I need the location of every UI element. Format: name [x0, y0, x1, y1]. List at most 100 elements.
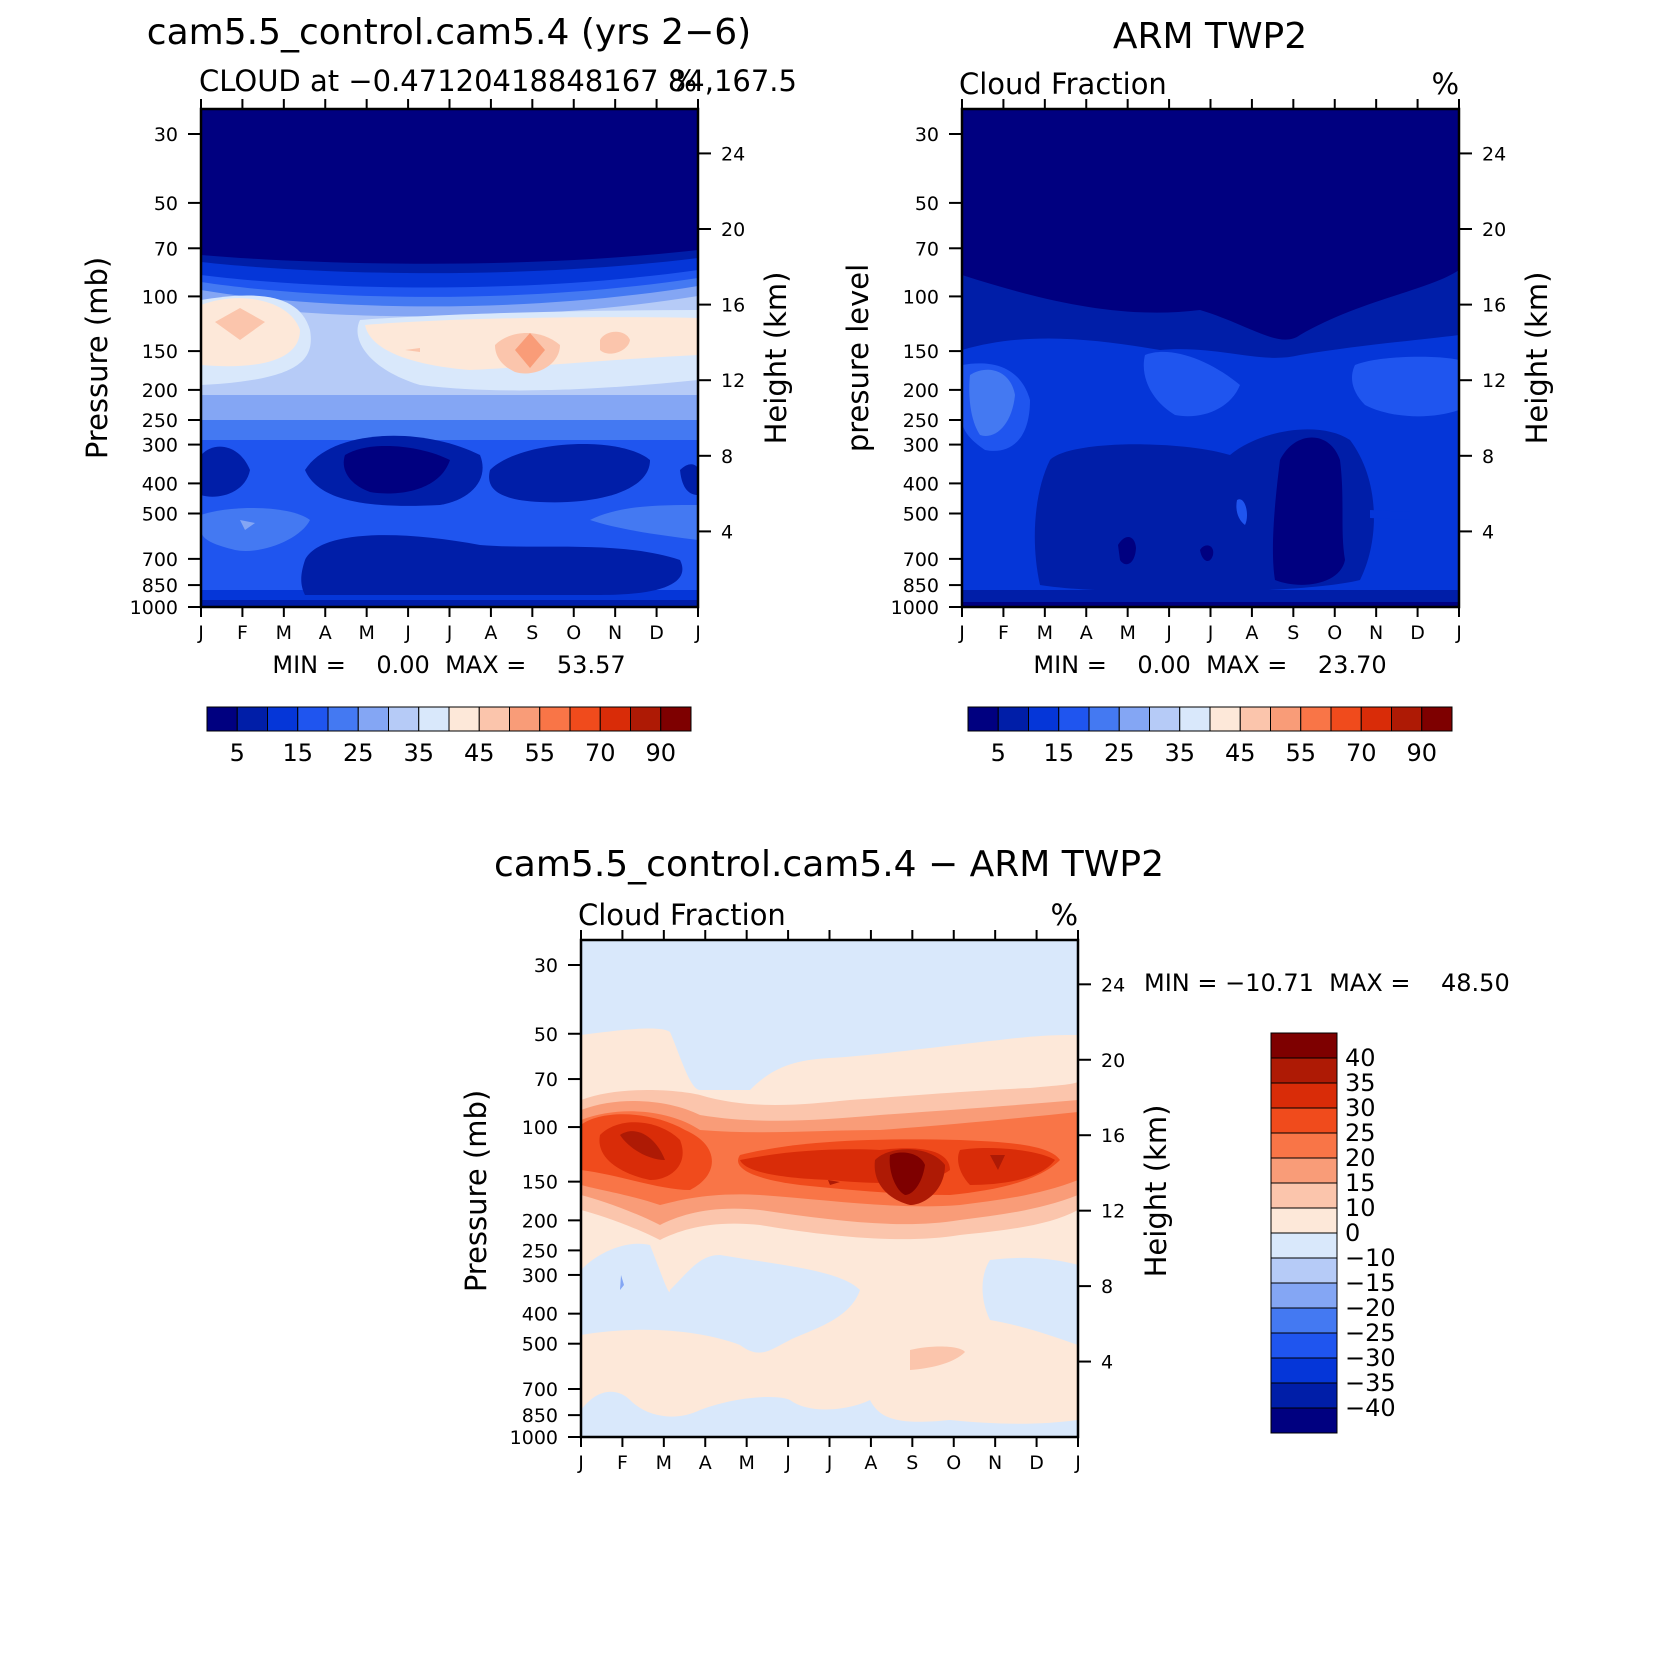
colorbar-swatch	[1270, 1132, 1338, 1159]
x-tick-label: O	[946, 1452, 961, 1474]
panel-diff: cam5.5_control.cam5.4 − ARM TWP2 Cloud F…	[459, 844, 1510, 1474]
colorbar-swatch	[1300, 706, 1332, 732]
y-tick-label: 70	[534, 1069, 558, 1091]
colorbar-label: −10	[1345, 1244, 1396, 1272]
colorbar-label: 35	[1164, 739, 1195, 767]
y-tick-label: 70	[915, 238, 939, 260]
colorbar-swatch	[509, 706, 541, 732]
colorbar-swatch	[297, 706, 329, 732]
colorbar-swatch	[997, 706, 1029, 732]
x-tick-label: N	[608, 622, 622, 644]
y-tick-label: 500	[903, 504, 939, 526]
colorbar-swatch	[1270, 1032, 1338, 1059]
colorbar-swatch	[1058, 706, 1090, 732]
y-tick-label: 300	[903, 435, 939, 457]
x-tick-label: J	[1207, 622, 1214, 644]
panel-diff-title: cam5.5_control.cam5.4 − ARM TWP2	[494, 844, 1164, 885]
colorbar-swatch	[1270, 1207, 1338, 1234]
y-tick-label: 400	[522, 1304, 558, 1326]
x-tick-label: A	[1080, 622, 1093, 644]
y-tick-label: 700	[903, 549, 939, 571]
panel-diff-subtitle: Cloud Fraction	[578, 898, 786, 932]
y-tick-label: 850	[903, 575, 939, 597]
x-tick-label: M	[738, 1452, 754, 1474]
y2-tick-label: 20	[1101, 1050, 1125, 1072]
colorbar-swatch	[630, 706, 662, 732]
y-tick-label: 1000	[130, 597, 178, 619]
colorbar-label: −30	[1345, 1344, 1396, 1372]
y-tick-label: 500	[522, 1334, 558, 1356]
colorbar-label: 35	[1345, 1069, 1376, 1097]
x-tick-label: J	[958, 622, 965, 644]
colorbar-swatch	[967, 706, 999, 732]
y2-tick-label: 8	[1482, 446, 1494, 468]
x-tick-label: F	[237, 622, 248, 644]
colorbar-swatch	[1239, 706, 1271, 732]
y-tick-label: 700	[142, 549, 178, 571]
panel-obs-colorbar: 5 15 25 35 45 55 70 90	[967, 706, 1453, 767]
colorbar-swatch	[206, 706, 238, 732]
x-tick-label: A	[319, 622, 332, 644]
colorbar-label: 45	[1225, 739, 1256, 767]
panel-obs-ylabel: presure level	[841, 264, 875, 452]
x-tick-label: J	[404, 622, 411, 644]
colorbar-swatch	[1149, 706, 1181, 732]
y-tick-label: 30	[915, 124, 939, 146]
y-tick-label: 30	[154, 124, 178, 146]
colorbar-label: 90	[645, 739, 676, 767]
colorbar-swatch	[1028, 706, 1060, 732]
panel-diff-ylabel: Pressure (mb)	[459, 1090, 493, 1292]
x-tick-label: S	[526, 622, 538, 644]
x-tick-label: O	[1327, 622, 1342, 644]
x-tick-label: A	[484, 622, 497, 644]
panel-diff-ylabel-right: Height (km)	[1139, 1105, 1173, 1278]
colorbar-label: 5	[230, 739, 245, 767]
x-tick-label: N	[1369, 622, 1383, 644]
colorbar-swatch	[478, 706, 510, 732]
colorbar-label: 45	[464, 739, 495, 767]
colorbar-label: 55	[524, 739, 555, 767]
x-tick-label: J	[197, 622, 204, 644]
y-tick-label: 50	[154, 193, 178, 215]
x-tick-label: J	[826, 1452, 833, 1474]
panel-obs-axes: J F M A M J J A S O N D J 30 50 70 100 150 200 250 300 400 500…	[891, 99, 1506, 644]
y-tick-label: 50	[534, 1024, 558, 1046]
colorbar-label: 90	[1406, 739, 1437, 767]
colorbar-label: −35	[1345, 1369, 1396, 1397]
panel-obs: ARM TWP2 Cloud Fraction % J F M A M J J A S O N D J 3…	[841, 16, 1554, 767]
colorbar-label: 70	[1346, 739, 1377, 767]
y-tick-label: 200	[142, 380, 178, 402]
y-tick-label: 500	[142, 504, 178, 526]
panel-model-field	[201, 109, 698, 607]
y2-tick-label: 12	[721, 370, 745, 392]
y-tick-label: 700	[522, 1379, 558, 1401]
y2-tick-label: 24	[1482, 143, 1506, 165]
colorbar-swatch	[1270, 1332, 1338, 1359]
colorbar-label: −40	[1345, 1394, 1396, 1422]
colorbar-label: 0	[1345, 1219, 1360, 1247]
x-tick-label: A	[1245, 622, 1258, 644]
x-tick-label: M	[656, 1452, 672, 1474]
y-tick-label: 50	[915, 193, 939, 215]
colorbar-label: −20	[1345, 1294, 1396, 1322]
panel-model-axes: J F M A M J J A S O N D J 30 50 70 100 150 200 250 300 400 500…	[130, 99, 745, 644]
y-tick-label: 400	[142, 473, 178, 495]
colorbar-swatch	[660, 706, 692, 732]
panel-model-stats: MIN = 0.00 MAX = 53.57	[272, 651, 625, 679]
y-tick-label: 200	[903, 380, 939, 402]
panel-model-title: cam5.5_control.cam5.4 (yrs 2−6)	[147, 12, 751, 53]
colorbar-swatch	[1421, 706, 1453, 732]
y-tick-label: 30	[534, 955, 558, 977]
colorbar-label: 40	[1345, 1044, 1376, 1072]
y-tick-label: 150	[903, 341, 939, 363]
panel-obs-title: ARM TWP2	[1113, 16, 1307, 57]
colorbar-swatch	[1270, 1382, 1338, 1409]
x-tick-label: S	[1287, 622, 1299, 644]
x-tick-label: A	[864, 1452, 877, 1474]
y2-tick-label: 16	[721, 295, 745, 317]
panel-diff-units: %	[1050, 898, 1078, 932]
colorbar-swatch	[569, 706, 601, 732]
y-tick-label: 300	[142, 435, 178, 457]
x-tick-label: F	[617, 1452, 628, 1474]
x-tick-label: D	[649, 622, 664, 644]
